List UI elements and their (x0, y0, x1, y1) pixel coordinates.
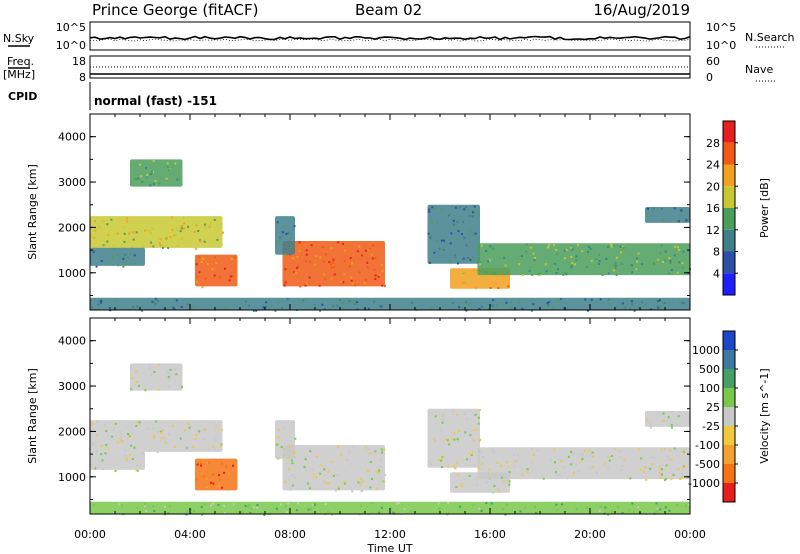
nave-tick-bottom: 0 (706, 71, 713, 84)
beam-label: Beam 02 (355, 1, 422, 19)
colorbar-swatch (723, 142, 735, 165)
station-title: Prince George (fitACF) (92, 1, 258, 19)
colorbar-swatch (723, 229, 735, 252)
time-tick-label: 12:00 (374, 528, 406, 541)
nsearch-label: N.Search (745, 31, 795, 44)
time-tick-label: 00:00 (674, 528, 706, 541)
echo-region (130, 363, 183, 392)
nave-tick-top: 60 (706, 55, 720, 68)
colorbar-tick-label: -100 (695, 439, 720, 452)
echo-region (282, 241, 386, 288)
colorbar-tick-label: 24 (706, 159, 720, 172)
range-tick-label: 3000 (58, 176, 86, 189)
freq-tick-top: 18 (72, 55, 86, 68)
colorbar-swatch (723, 464, 735, 483)
colorbar-swatch (723, 186, 735, 208)
echo-region (195, 458, 238, 491)
colorbar-tick-label: -1000 (688, 477, 720, 490)
colorbar-swatch (723, 121, 735, 143)
nsearch-trace (89, 38, 691, 42)
range-tick-label: 2000 (58, 221, 86, 234)
cpid-mode: normal (fast) -151 (94, 94, 217, 108)
colorbar-tick-label: -25 (702, 420, 720, 433)
colorbar-swatch (723, 331, 735, 350)
colorbar-label: Power [dB] (758, 178, 771, 238)
range-tick-label: 4000 (58, 131, 86, 144)
colorbar-swatch (723, 251, 735, 274)
nsky-tick-top: 10^5 (56, 21, 86, 34)
echo-region (477, 447, 690, 482)
time-tick-label: 00:00 (74, 528, 106, 541)
colorbar-tick-label: -500 (695, 458, 720, 471)
nsearch-tick-top: 10^5 (706, 21, 736, 34)
colorbar-tick-label: 8 (713, 246, 720, 259)
time-tick-label: 04:00 (174, 528, 206, 541)
nsky-label: N.Sky (3, 32, 35, 45)
nave-label: Nave (745, 63, 773, 76)
time-axis: 00:00 04:00 08:00 12:00 16:00 20:00 00:00 (74, 528, 706, 541)
nsky-tick-bottom: 10^0 (56, 39, 86, 52)
colorbar-swatch (723, 369, 735, 388)
colorbar-swatch (723, 164, 735, 187)
echo-region (90, 216, 224, 250)
echo-region (275, 420, 297, 460)
range-axis-label: Slant Range [km] (26, 368, 39, 464)
echo-region (477, 243, 692, 277)
colorbar-swatch (723, 350, 735, 369)
date-label: 16/Aug/2019 (593, 1, 690, 19)
range-tick-label: 2000 (58, 425, 86, 438)
power-panel: 1000 2000 3000 4000 Slant Range [km] 4 8 12 16 20… (26, 113, 771, 312)
colorbar-tick-label: 1000 (692, 344, 720, 357)
colorbar-swatch (723, 208, 735, 230)
range-axis-label: Slant Range [km] (26, 164, 39, 260)
range-tick-label: 4000 (58, 335, 86, 348)
colorbar-swatch (723, 426, 735, 445)
time-axis-label: Time UT (366, 542, 412, 554)
range-tick-label: 1000 (58, 471, 86, 484)
echo-region (90, 420, 223, 453)
echo-region (645, 411, 690, 429)
nsearch-tick-bottom: 10^0 (706, 39, 736, 52)
colorbar-tick-label: 20 (706, 180, 720, 193)
time-tick-label: 08:00 (274, 528, 306, 541)
echo-region (130, 159, 183, 187)
time-tick-label: 20:00 (574, 528, 606, 541)
echo-region (427, 204, 480, 265)
colorbar-swatch (723, 483, 735, 502)
frequency-strip: Freq. [MHz] 18 8 60 0 Nave (3, 55, 775, 84)
colorbar-tick-label: 25 (706, 401, 720, 414)
echo-region (195, 254, 238, 289)
colorbar-tick-label: 100 (699, 382, 720, 395)
range-tick-label: 1000 (58, 267, 86, 280)
range-tick-label: 3000 (58, 380, 86, 393)
colorbar-tick-label: 12 (706, 224, 720, 237)
colorbar-tick-label: 28 (706, 137, 720, 150)
echo-region (427, 408, 482, 470)
colorbar-swatch (723, 407, 735, 426)
echo-region (90, 451, 145, 472)
colorbar-tick-label: 500 (699, 363, 720, 376)
colorbar: 4 8 12 16 20 24 28 Power [dB] (706, 120, 771, 296)
colorbar: 1000 500 100 25 -25 -100 -500 -1000 Velocity [m … (688, 330, 771, 503)
time-tick-label: 16:00 (474, 528, 506, 541)
colorbar-label: Velocity [m s^-1] (758, 368, 771, 463)
echo-region (282, 445, 387, 493)
freq-label: Freq. (7, 55, 34, 68)
colorbar-swatch (723, 445, 735, 464)
echo-region (645, 207, 690, 223)
echo-region (275, 216, 296, 256)
echo-region (90, 247, 145, 268)
freq-tick-bottom: 8 (79, 71, 86, 84)
cpid-label: CPID (8, 90, 37, 103)
freq-unit: [MHz] (3, 68, 35, 81)
colorbar-swatch (723, 273, 735, 295)
colorbar-tick-label: 4 (713, 267, 720, 280)
colorbar-swatch (723, 388, 735, 407)
noise-strip: N.Sky 10^5 10^0 10^5 10^0 N.Search (3, 21, 795, 52)
colorbar-tick-label: 16 (706, 202, 720, 215)
nsky-trace (89, 35, 691, 41)
